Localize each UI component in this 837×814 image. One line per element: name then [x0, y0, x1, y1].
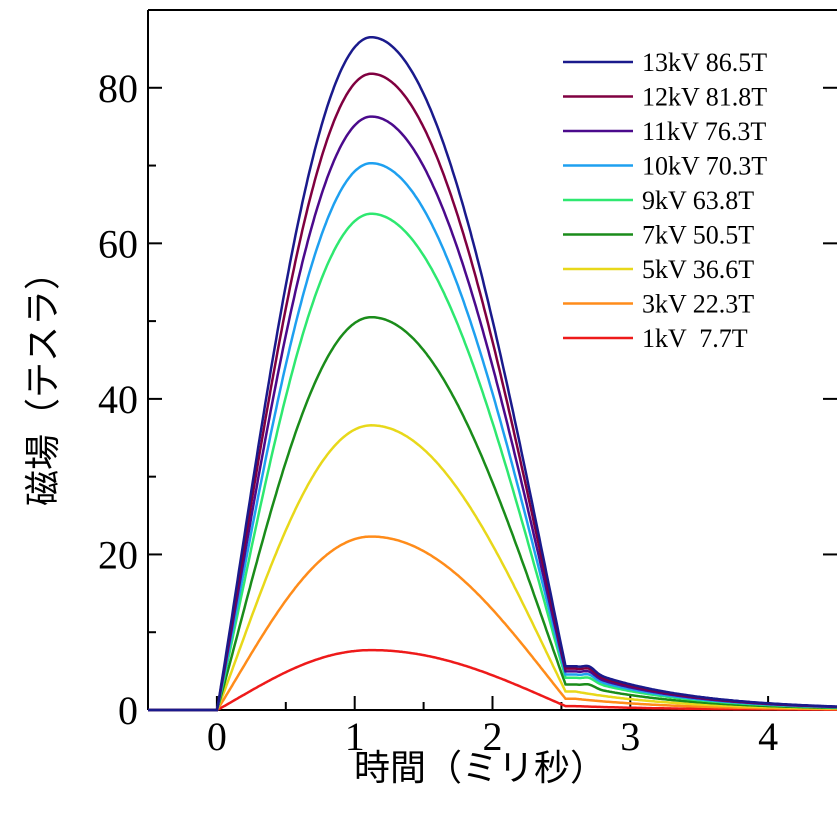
plot-frame — [147, 9, 837, 711]
y-tick-label-0: 0 — [118, 688, 138, 733]
series-line-4 — [148, 212, 837, 712]
legend-label-8: 1kV 7.7T — [642, 324, 748, 353]
legend-label-2: 11kV 76.3T — [642, 117, 766, 146]
series-line-7 — [148, 535, 837, 712]
y-tick-label-4: 80 — [98, 66, 138, 111]
series-line-8 — [148, 648, 837, 712]
legend-label-4: 9kV 63.8T — [642, 186, 754, 215]
legend-label-7: 3kV 22.3T — [642, 290, 754, 319]
x-tick-label-1: 1 — [345, 714, 365, 759]
legend: 13kV 86.5T 12kV 81.8T 11kV 76.3T 10kV 70.3T… — [563, 48, 767, 353]
series-line-0 — [148, 35, 837, 712]
series-line-5 — [148, 315, 837, 712]
legend-label-6: 5kV 36.6T — [642, 255, 754, 284]
x-axis-title: 時間（ミリ秒） — [354, 748, 606, 789]
y-axis-title: 磁場（テスラ） — [23, 254, 64, 506]
x-tick-label-2: 2 — [483, 714, 503, 759]
y-tick-label-3: 60 — [98, 221, 138, 266]
y-tick-label-1: 20 — [98, 532, 138, 577]
x-tick-label-4: 4 — [758, 714, 778, 759]
legend-label-5: 7kV 50.5T — [642, 221, 754, 250]
y-tick-label-2: 40 — [98, 377, 138, 422]
legend-label-3: 10kV 70.3T — [642, 152, 767, 181]
legend-label-0: 13kV 86.5T — [642, 48, 767, 77]
x-tick-label-0: 0 — [207, 714, 227, 759]
legend-label-1: 12kV 81.8T — [642, 83, 767, 112]
x-tick-label-3: 3 — [620, 714, 640, 759]
series-line-6 — [148, 424, 837, 712]
series-curves — [148, 35, 837, 712]
